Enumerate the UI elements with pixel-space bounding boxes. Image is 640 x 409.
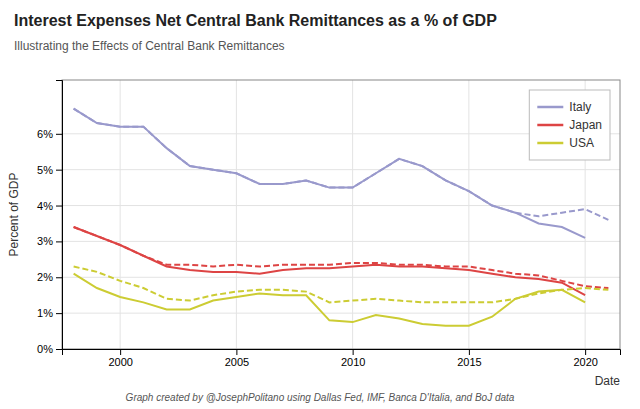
grid-line-y: [62, 241, 620, 242]
y-tick-mark: [56, 170, 62, 171]
y-tick-label: 3%: [37, 235, 53, 247]
legend-swatch: [537, 124, 563, 127]
x-axis-label: Date: [595, 374, 621, 388]
x-tick: 2010: [341, 349, 365, 368]
y-tick: 3%: [37, 235, 62, 247]
legend-label: Italy: [569, 100, 591, 114]
x-tick-mark: [120, 349, 121, 355]
y-tick: 2%: [37, 271, 62, 283]
grid-line-y: [62, 205, 620, 206]
grid-line-x: [120, 80, 121, 349]
line-dashed: [74, 267, 609, 303]
y-tick-mark: [56, 349, 62, 350]
legend-label: USA: [569, 136, 594, 150]
grid-line-x: [468, 80, 469, 349]
line-dashed: [74, 227, 609, 288]
chart-container: 2000 2005 2010 2015 2020 0% 1% 2% 3% 4% 5% 6% Intere…: [0, 0, 640, 409]
y-tick-label: 1%: [37, 307, 53, 319]
y-axis: 0% 1% 2% 3% 4% 5% 6%: [37, 81, 62, 356]
x-tick-mark: [353, 349, 354, 355]
y-tick-label: 6%: [37, 128, 53, 140]
y-tick: 0%: [37, 343, 62, 355]
grid-line-y: [62, 169, 620, 170]
x-tick-mark: [236, 349, 237, 355]
x-tick-label: 2000: [108, 356, 132, 368]
x-tick-mark: [585, 349, 586, 355]
y-tick: 6%: [37, 128, 62, 140]
y-tick: 5%: [37, 164, 62, 176]
x-tick: 2000: [108, 349, 132, 368]
x-tick-mark: [469, 349, 470, 355]
grid-line-x: [352, 80, 353, 349]
legend-swatch: [537, 106, 563, 109]
y-axis-label: Percent of GDP: [7, 172, 21, 256]
plot-frame: [62, 80, 620, 349]
chart-svg: 2000 2005 2010 2015 2020 0% 1% 2% 3% 4% 5% 6% Intere…: [0, 0, 640, 409]
x-tick-label: 2020: [573, 356, 597, 368]
line-dashed: [74, 109, 609, 220]
subtitle: Illustrating the Effects of Central Bank…: [14, 39, 285, 53]
x-axis: 2000 2005 2010 2015 2020: [63, 349, 621, 368]
y-tick-mark: [56, 206, 62, 207]
grid-line-x: [236, 80, 237, 349]
grid-line-y: [62, 277, 620, 278]
y-tick-label: 5%: [37, 164, 53, 176]
y-tick-mark: [56, 134, 62, 135]
x-tick: 2020: [573, 349, 597, 368]
y-tick: 4%: [37, 200, 62, 212]
y-tick-mark: [56, 241, 62, 242]
x-tick: 2015: [457, 349, 481, 368]
axis-domain: [56, 81, 63, 350]
y-tick-mark: [56, 277, 62, 278]
legend-swatch: [537, 142, 563, 145]
grid: [62, 80, 620, 349]
legend-box: [529, 90, 610, 160]
line: [74, 227, 586, 295]
y-tick-label: 0%: [37, 343, 53, 355]
x-tick-label: 2015: [457, 356, 481, 368]
footnote: Graph created by @JosephPolitano using D…: [126, 392, 515, 403]
legend: Italy Japan USA: [529, 90, 610, 160]
y-tick-label: 2%: [37, 271, 53, 283]
y-tick-label: 4%: [37, 200, 53, 212]
axis-domain: [63, 350, 621, 356]
x-tick-label: 2005: [225, 356, 249, 368]
grid-line-y: [62, 313, 620, 314]
line: [74, 109, 586, 238]
lines: [74, 109, 609, 326]
x-tick: 2005: [225, 349, 249, 368]
x-tick-label: 2010: [341, 356, 365, 368]
title: Interest Expenses Net Central Bank Remit…: [14, 12, 497, 29]
legend-label: Japan: [569, 118, 602, 132]
y-tick: 1%: [37, 307, 62, 319]
y-tick-mark: [56, 313, 62, 314]
